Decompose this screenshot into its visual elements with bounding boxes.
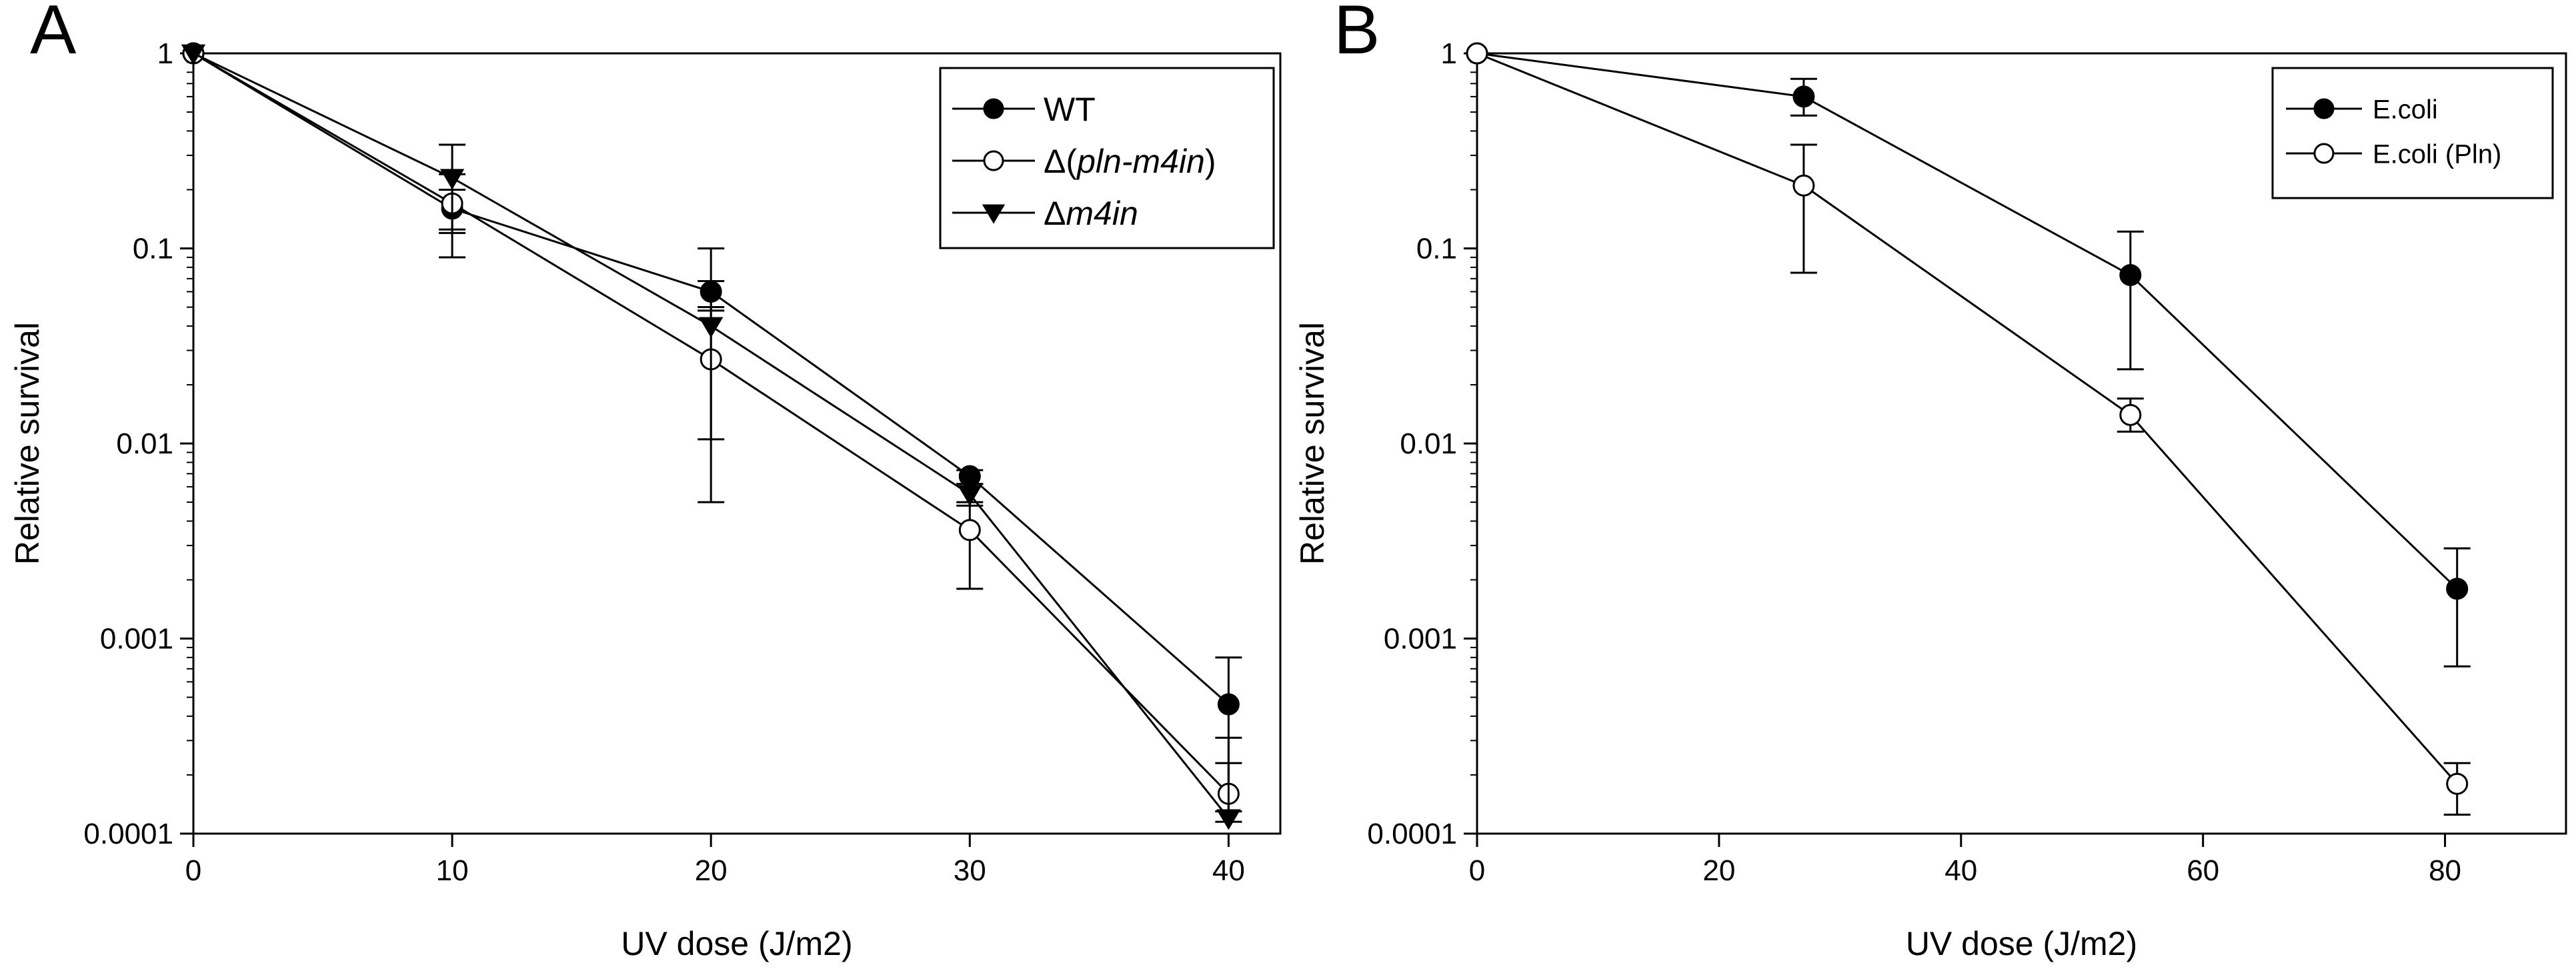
data-point [698,317,724,338]
panel-b: B 1 0.1 0.01 0.001 0.0001 0 20 40 60 80 UV dose (J/… [1294,0,2567,962]
data-point [2446,772,2469,795]
data-point [2119,403,2142,426]
y-tick-label: 0.0001 [83,818,173,850]
x-axis-title: UV dose (J/m2) [1906,925,2137,962]
series-1 [1466,42,2471,816]
y-tick-label: 0.0001 [1367,818,1457,850]
y-tick-label: 0.01 [116,427,173,460]
x-tick-label: 20 [695,854,728,887]
data-point [1216,809,1241,830]
legend-label-part: E.coli [2373,95,2438,124]
x-tick-label: 20 [1702,854,1735,887]
data-point [958,485,982,506]
legend: WT Δ(pln-m4in) Δm4in [939,67,1275,249]
x-axis-title: UV dose (J/m2) [621,925,852,962]
panel-a: A 1 0.1 0.01 0.001 0.0001 0 10 20 30 40 UV dose (J/… [9,0,1282,962]
legend-label: E.coli (Pln) [2373,139,2501,169]
legend-marker [2313,98,2335,119]
data-point [1792,174,1815,197]
panel-label: A [30,0,77,69]
data-point [1792,85,1815,108]
data-point [439,169,465,190]
y-tick-label: 0.001 [100,623,173,656]
x-tick-label: 0 [1469,854,1485,887]
legend-label: Δm4in [1044,195,1138,232]
series-2 [181,44,1242,830]
legend-label-part: Δ [1044,195,1066,232]
legend-label-part: WT [1044,91,1096,128]
y-tick-label: 0.1 [133,233,173,265]
y-tick-label: 0.01 [1400,427,1457,460]
legend-marker [983,98,1004,119]
data-point [181,44,206,65]
x-tick-label: 60 [2187,854,2219,887]
x-tick-label: 40 [1212,854,1245,887]
panel-label: B [1334,0,1380,69]
legend-label-part: ) [1205,143,1216,180]
legend-marker [982,204,1006,224]
legend-box [2271,67,2554,199]
legend-marker [983,150,1004,171]
legend-label: Δ(pln-m4in) [1044,143,1216,180]
y-tick-label: 1 [157,37,173,70]
legend-label: E.coli [2373,95,2438,124]
legend-label: WT [1044,91,1096,128]
legend-marker [2313,143,2335,164]
legend-label-part: m4in [1066,195,1138,232]
x-tick-label: 40 [1945,854,1977,887]
y-tick-label: 0.1 [1416,233,1457,265]
x-tick-label: 80 [2429,854,2461,887]
data-point [2446,578,2469,600]
legend: E.coli E.coli (Pln) [2271,67,2554,199]
legend-label-part: E.coli (Pln) [2373,139,2501,169]
series-line [1476,52,2458,785]
y-axis-title: Relative survival [1294,322,1331,565]
y-axis-title: Relative survival [9,322,46,565]
x-tick-label: 30 [954,854,986,887]
y-tick-label: 1 [1441,37,1457,70]
x-tick-label: 10 [436,854,469,887]
legend-label-part: pln-m4in [1076,143,1205,180]
series-line [1476,52,2458,590]
y-tick-label: 0.001 [1384,623,1457,656]
data-point [958,519,981,542]
data-point [2119,263,2142,286]
data-point [1466,42,1488,65]
legend-label-part: Δ( [1044,143,1077,180]
x-tick-label: 0 [185,854,201,887]
data-point [1217,693,1240,716]
